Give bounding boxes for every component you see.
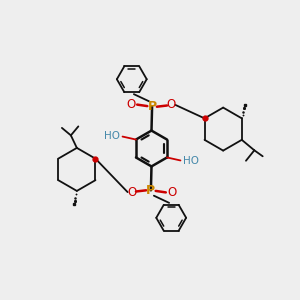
Text: O: O — [167, 98, 176, 111]
Text: O: O — [167, 186, 176, 199]
Text: HO: HO — [104, 131, 120, 141]
Text: P: P — [148, 100, 157, 113]
Text: O: O — [127, 186, 136, 199]
Text: P: P — [146, 184, 155, 197]
Text: HO: HO — [183, 156, 199, 166]
Text: O: O — [127, 98, 136, 111]
